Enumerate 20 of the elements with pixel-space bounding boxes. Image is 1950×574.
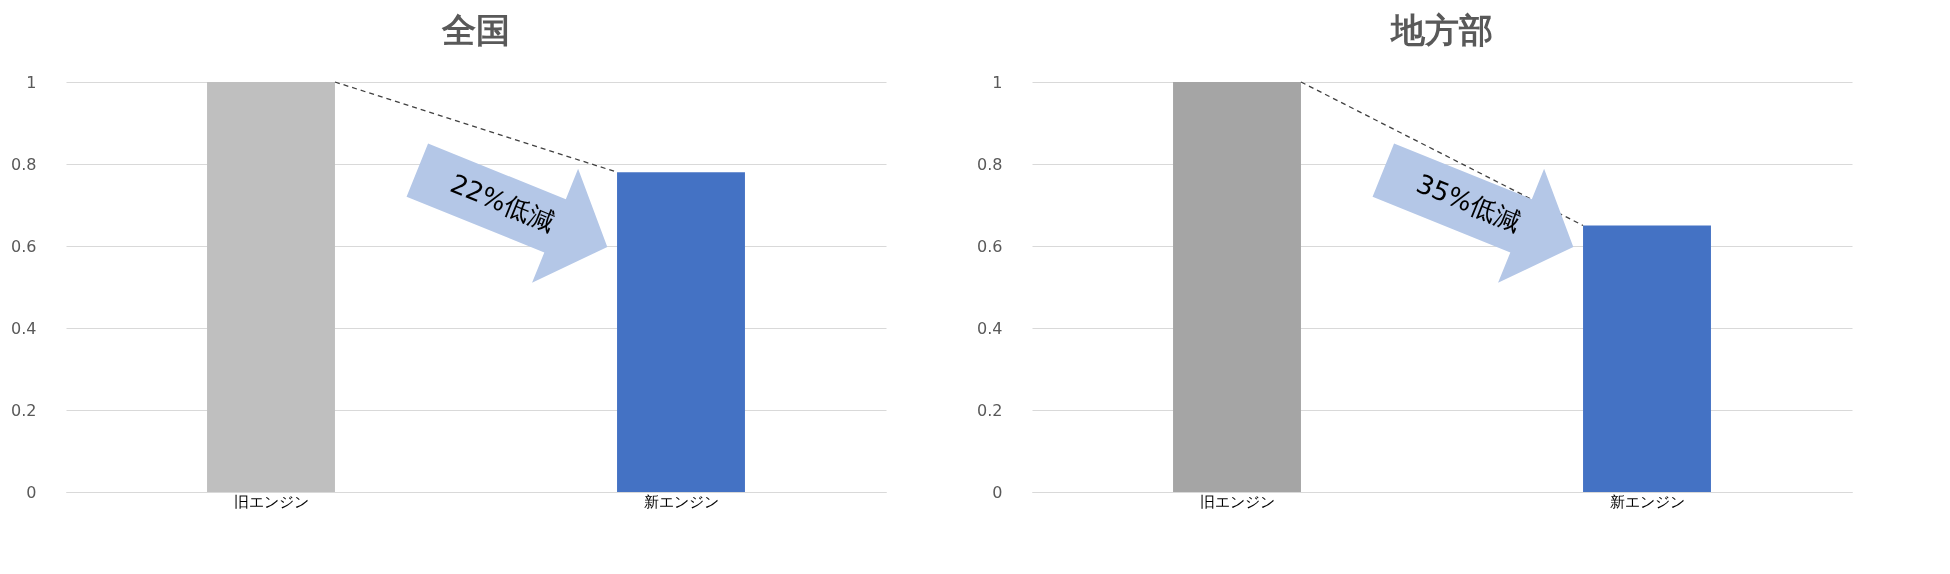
annotation: 22%低減 (446, 168, 560, 238)
y-tick-label: 1 (992, 72, 1003, 92)
y-tick-label: 0 (26, 482, 37, 502)
y-tick-label: 0.4 (977, 318, 1003, 338)
chart-title: 全国 (441, 10, 510, 50)
y-tick-label: 0.8 (977, 154, 1003, 174)
y-tick-label: 0.6 (11, 236, 37, 256)
y-tick-label: 0.8 (11, 154, 37, 174)
x-tick-label: 旧エンジン (1199, 492, 1275, 511)
x-tick-label: 新エンジン (643, 492, 719, 511)
annotation: 35%低減 (1412, 168, 1526, 238)
x-tick-label: 旧エンジン (233, 492, 309, 511)
chart-title: 地方部 (1389, 10, 1493, 50)
x-tick-label: 新エンジン (1609, 492, 1685, 511)
y-tick-label: 0 (992, 482, 1003, 502)
y-tick-label: 0.2 (977, 400, 1003, 420)
y-tick-label: 0.2 (11, 400, 37, 420)
y-tick-label: 0.6 (977, 236, 1003, 256)
y-tick-label: 0.4 (11, 318, 37, 338)
y-tick-label: 1 (26, 72, 37, 92)
